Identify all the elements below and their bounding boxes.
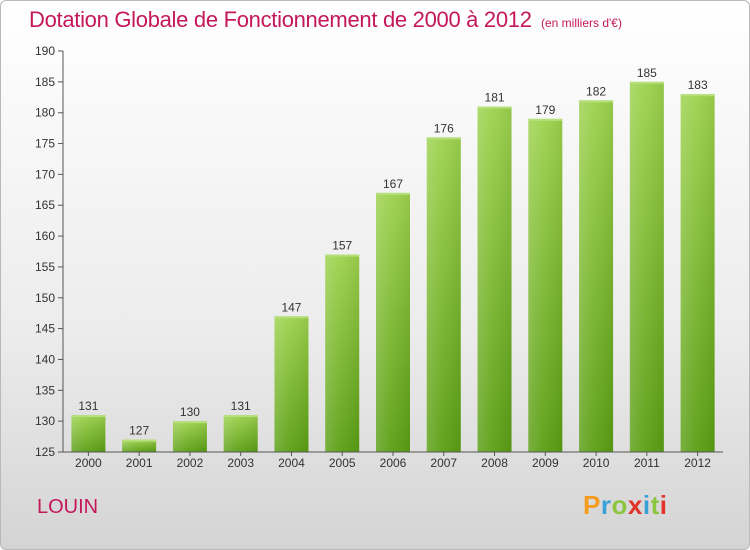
x-tick-label: 2003: [227, 456, 254, 470]
logo-letter: i: [642, 490, 651, 520]
bar-top-edge: [426, 137, 461, 140]
y-tick-label: 175: [35, 137, 55, 151]
bar-value-label: 185: [637, 66, 657, 80]
bar-value-label: 147: [281, 300, 301, 314]
y-tick-label: 180: [35, 106, 55, 120]
y-tick-label: 190: [35, 44, 55, 58]
y-tick-label: 185: [35, 75, 55, 89]
bar-value-label: 131: [78, 399, 98, 413]
x-tick-label: 2001: [126, 456, 153, 470]
bar-top-edge: [71, 414, 106, 417]
bar-shine: [122, 439, 157, 452]
bar-shine: [528, 118, 563, 452]
bar-top-edge: [376, 192, 410, 195]
bar-top-edge: [274, 316, 309, 319]
logo-letter: x: [627, 490, 643, 520]
bar-shine: [629, 81, 664, 452]
y-tick-label: 145: [35, 322, 55, 336]
x-tick-label: 2009: [532, 456, 559, 470]
x-tick-label: 2004: [278, 456, 305, 470]
bar-top-edge: [223, 414, 258, 417]
bar-value-label: 182: [586, 84, 606, 98]
place-name: LOUIN: [37, 496, 99, 518]
bar-shine: [274, 316, 309, 452]
logo-letter: o: [611, 490, 628, 520]
bar-value-label: 183: [688, 78, 708, 92]
x-tick-label: 2010: [583, 456, 610, 470]
x-tick-label: 2000: [75, 456, 102, 470]
bar-value-label: 130: [180, 405, 200, 419]
bars-layer: [71, 81, 715, 453]
bar-shine: [223, 414, 258, 452]
bar-value-label: 179: [535, 103, 555, 117]
bar-top-edge: [579, 100, 614, 103]
bar-top-edge: [477, 106, 512, 109]
chart-title: Dotation Globale de Fonctionnement de 20…: [29, 7, 532, 32]
bar-shine: [172, 421, 207, 452]
logo-letter: i: [659, 490, 668, 520]
logo-letter: t: [650, 490, 660, 520]
y-tick-label: 155: [35, 260, 55, 274]
axis-layer: 125 130 135 140 145 150 155 160 165 170 175 180 185 1…: [35, 44, 723, 470]
bar-top-edge: [122, 439, 157, 442]
y-tick-label: 160: [35, 229, 55, 243]
x-tick-label: 2002: [177, 456, 204, 470]
bar-top-edge: [172, 421, 207, 424]
y-tick-label: 140: [35, 352, 55, 366]
bar-top-edge: [528, 118, 563, 121]
y-tick-label: 135: [35, 383, 55, 397]
chart-subtitle: (en milliers d'€): [541, 16, 622, 30]
x-tick-label: 2008: [481, 456, 508, 470]
bar-shine: [426, 137, 461, 452]
y-tick-label: 125: [35, 445, 55, 459]
bar-shine: [680, 94, 715, 452]
bar-shine: [579, 100, 614, 452]
x-tick-label: 2007: [430, 456, 457, 470]
y-tick-label: 165: [35, 198, 55, 212]
y-tick-label: 150: [35, 291, 55, 305]
logo-letter: P: [583, 490, 601, 520]
x-tick-label: 2012: [684, 456, 711, 470]
y-tick-label: 170: [35, 167, 55, 181]
bar-shine: [325, 254, 360, 452]
y-tick-label: 130: [35, 414, 55, 428]
bar-shine: [71, 414, 106, 452]
bar-value-label: 167: [383, 177, 403, 191]
bar-value-label: 181: [485, 91, 505, 105]
bar-shine: [477, 106, 512, 453]
logo-letter: r: [600, 490, 612, 520]
bar-value-label: 157: [332, 239, 352, 253]
bar-value-label: 131: [231, 399, 251, 413]
x-tick-label: 2011: [634, 456, 660, 470]
bar-top-edge: [325, 254, 360, 257]
x-tick-label: 2006: [380, 456, 407, 470]
bar-value-label: 127: [129, 424, 149, 438]
bar-top-edge: [629, 81, 664, 84]
x-tick-label: 2005: [329, 456, 356, 470]
bar-top-edge: [680, 94, 715, 97]
bar-value-label: 176: [434, 121, 454, 135]
bar-shine: [376, 192, 410, 452]
proxiti-logo: Proxiti: [583, 490, 667, 521]
